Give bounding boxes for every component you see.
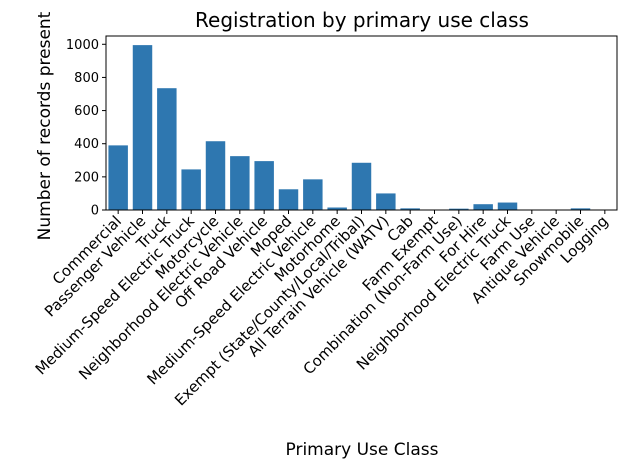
chart-title: Registration by primary use class [195,8,529,32]
y-tick-label: 1000 [66,38,99,53]
y-tick-label: 400 [74,137,99,152]
bar [497,202,518,210]
bar [327,207,347,210]
bar [303,179,323,210]
bar [205,141,226,210]
plot-frame [105,35,618,211]
y-axis: 0 200 400 600 800 1000 [66,38,106,219]
bar [254,161,274,210]
x-axis-label: Primary Use Class [286,440,439,460]
bar [230,156,250,210]
y-tick-label: 0 [91,204,99,219]
y-tick-label: 600 [74,104,99,119]
bar [473,204,493,210]
bar [351,162,372,210]
y-tick-label: 800 [74,71,99,86]
bar [400,208,420,210]
y-tick-label: 200 [74,170,99,185]
bar [181,169,201,210]
bar [108,145,128,210]
bar [449,208,469,210]
bar [157,88,177,210]
bars-group [108,45,615,210]
y-axis-label: Number of records present [35,11,55,240]
bar [376,193,396,210]
bar [132,45,153,210]
bar [278,189,299,210]
bar [570,208,591,210]
